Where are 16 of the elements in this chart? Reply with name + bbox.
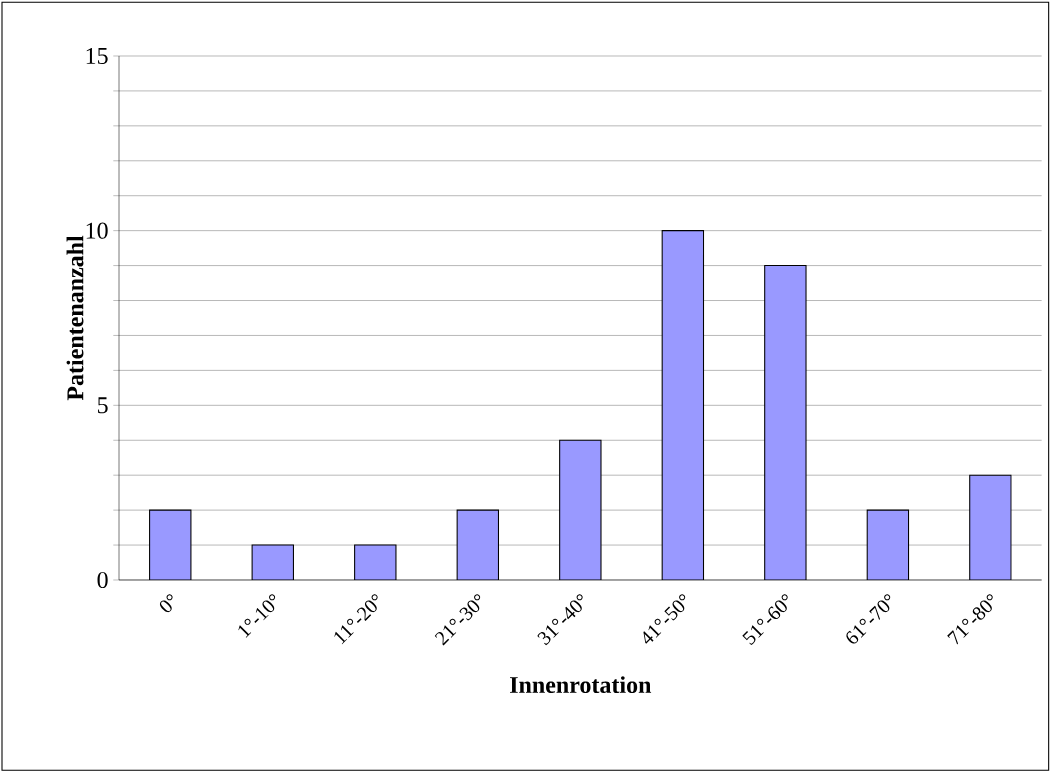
y-tick-label: 0 <box>97 571 108 589</box>
bar <box>251 544 294 580</box>
y-tick-label: 15 <box>86 47 108 65</box>
bar <box>969 474 1012 580</box>
bar <box>559 439 602 580</box>
bar <box>149 509 192 580</box>
x-axis-title: Innenrotation <box>510 676 652 694</box>
x-tick-label: 0° <box>159 594 173 613</box>
bar <box>661 230 705 580</box>
y-tick-label: 10 <box>86 222 108 239</box>
y-axis-title: Patientenanzahl <box>66 235 84 401</box>
bar <box>764 265 807 580</box>
bar <box>354 544 397 580</box>
bar <box>866 509 910 580</box>
bar <box>456 509 500 580</box>
y-tick-label: 5 <box>98 397 108 414</box>
